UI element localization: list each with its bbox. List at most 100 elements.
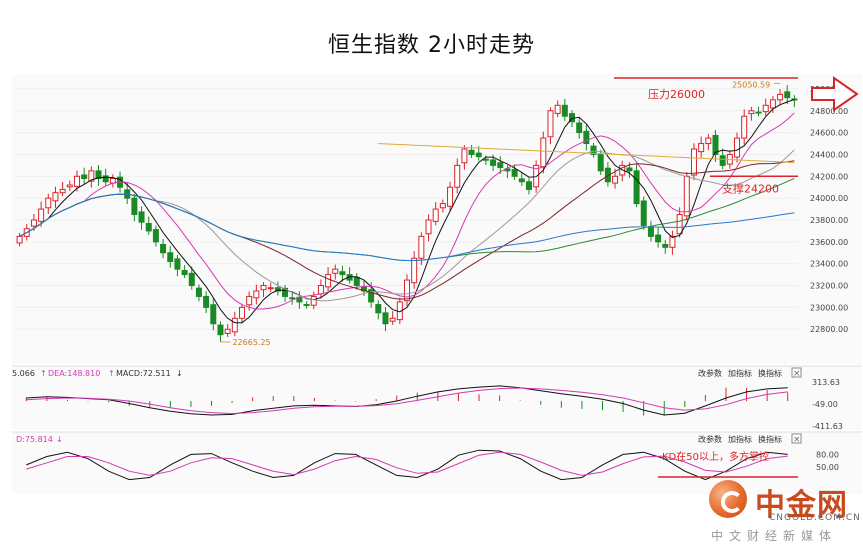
candle-body <box>289 297 296 300</box>
candle-body <box>102 175 109 183</box>
macd-button-1: 加指标 <box>728 368 752 378</box>
candle-body <box>16 235 23 244</box>
macd-up-icon: ↑ <box>40 369 47 378</box>
candle-body <box>45 197 52 209</box>
kd-d-label: D:75.814 <box>16 435 53 444</box>
candle-body <box>468 149 475 155</box>
candle-body <box>267 287 274 290</box>
candle-body <box>131 197 138 216</box>
macd-button-2: 换指标 <box>758 368 782 378</box>
kd-annotation-label: KD在50以上，多方掌控 <box>662 450 769 463</box>
y-tick-label: 23000.00 <box>810 303 848 312</box>
candle-body <box>518 178 525 183</box>
macd-dif-line <box>26 385 788 416</box>
logo-slogan: 中文财经新媒体 <box>711 529 838 543</box>
candle-body <box>425 219 432 235</box>
y-tick-label: 23200.00 <box>810 282 848 291</box>
candle-body <box>439 203 446 209</box>
candle-body <box>353 276 360 287</box>
candle-body <box>368 289 375 303</box>
candle-body <box>590 145 597 155</box>
candle-body <box>647 226 654 237</box>
candle-body <box>461 148 468 164</box>
macd-value-label: MACD:72.511 <box>116 369 171 378</box>
candle-body <box>325 274 332 288</box>
watermark-logo: 中金网 CNGOLD.COM.CN 中文财经新媒体 <box>703 476 863 546</box>
candle-body <box>246 295 253 306</box>
candle-body <box>612 175 619 184</box>
candle-body <box>769 99 776 109</box>
chart-title: 恒生指数 2小时走势 <box>328 33 535 58</box>
y-tick-label: 24600.00 <box>810 129 848 138</box>
candle-body <box>482 158 489 161</box>
ma10-line <box>19 112 795 310</box>
macd-y-tick: 313.63 <box>812 378 840 387</box>
y-tick-label: 22800.00 <box>810 325 848 334</box>
candle-body <box>332 268 339 274</box>
candle-body <box>38 208 45 222</box>
candle-body <box>231 317 238 333</box>
candle-body <box>497 162 504 169</box>
candle-body <box>705 137 712 145</box>
macd-dea-line <box>26 387 788 415</box>
kd-k-line <box>26 449 788 481</box>
candle-body <box>238 306 245 319</box>
resistance-label: 压力26000 <box>648 88 705 101</box>
chart-svg[interactable]: 25000.24800.0024600.0024400.0024200.0024… <box>12 74 862 494</box>
y-tick-label: 23600.00 <box>810 238 848 247</box>
candle-body <box>762 104 769 113</box>
macd-dea-label: DEA:148.810 <box>48 369 100 378</box>
candle-body <box>217 324 224 336</box>
candle-body <box>52 192 59 202</box>
candle-body <box>30 219 37 227</box>
macd-y-tick: -411.63 <box>812 422 843 431</box>
candle-body <box>734 137 741 158</box>
candle-body <box>511 169 518 177</box>
candle-body <box>224 328 231 334</box>
candle-body <box>640 200 647 226</box>
candle-body <box>160 243 167 254</box>
y-tick-label: 24400.00 <box>810 150 848 159</box>
kd-d-line <box>26 451 788 476</box>
candle-body <box>210 304 217 325</box>
candle-body <box>741 115 748 139</box>
kd-button-0: 改参数 <box>698 434 722 444</box>
candle-body <box>203 295 210 308</box>
macd-close-icon <box>791 367 802 378</box>
kd-close-glyph: × <box>793 435 801 445</box>
candle-body <box>490 159 497 166</box>
candle-body <box>655 234 662 243</box>
candle-body <box>525 181 532 190</box>
candle-body <box>633 170 640 205</box>
candle-body <box>73 175 80 187</box>
candle-body <box>375 304 382 314</box>
candle-body <box>784 91 791 99</box>
macd-dif-label: 5.066 <box>12 369 35 378</box>
candle-body <box>303 304 310 307</box>
macd-y-tick: -49.00 <box>812 400 838 409</box>
macd-button-0: 改参数 <box>698 368 722 378</box>
candle-body <box>712 134 719 155</box>
macd-close-glyph: × <box>793 369 801 379</box>
arrow-right-icon <box>811 76 859 112</box>
kd-button-1: 加指标 <box>728 434 752 444</box>
low-price-label: 22665.25 <box>232 338 270 347</box>
candle-body <box>561 104 568 117</box>
candle-body <box>310 295 317 306</box>
kd-button-2: 换指标 <box>758 434 782 444</box>
candle-body <box>411 257 418 284</box>
candle-body <box>253 290 260 299</box>
candle-body <box>174 258 181 270</box>
candle-body <box>748 110 755 115</box>
candle-body <box>547 110 554 138</box>
candle-body <box>626 167 633 172</box>
candle-body <box>719 155 726 166</box>
candle-body <box>698 143 705 153</box>
candle-body <box>604 167 611 183</box>
candle-body <box>540 137 547 168</box>
logo-domain: CNGOLD.COM.CN <box>769 513 861 523</box>
logo-brand: 中金网 <box>755 488 848 523</box>
candle-body <box>382 312 389 325</box>
candle-body <box>88 170 95 182</box>
kd-y-tick: 50.00 <box>816 463 839 472</box>
